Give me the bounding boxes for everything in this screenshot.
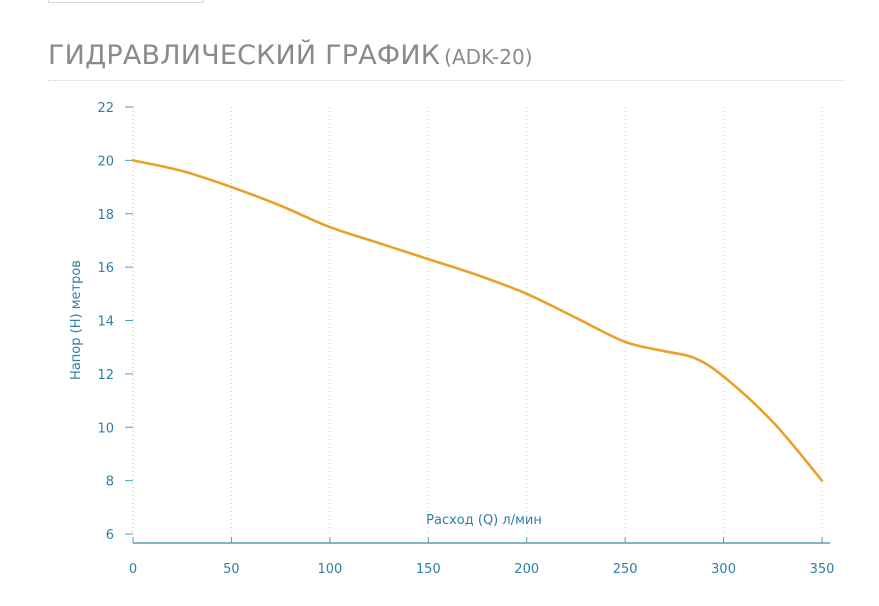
axes [132, 107, 830, 544]
x-tick-label-100: 100 [317, 562, 342, 577]
y-tick-label-16: 16 [97, 261, 114, 276]
y-tick-label-22: 22 [97, 101, 114, 116]
x-tick-label-50: 50 [223, 562, 240, 577]
chart-title-model: (ADK-20) [444, 45, 533, 69]
chart-title: ГИДРАВЛИЧЕСКИЙ ГРАФИК (ADK-20) [48, 34, 533, 72]
y-tick-label-14: 14 [97, 315, 114, 330]
x-tick-labels: 0 50 100 150 200 250 300 350 [129, 537, 835, 577]
x-tick-label-300: 300 [711, 562, 736, 577]
title-divider [48, 80, 844, 81]
grid-lines [230, 107, 823, 534]
top-tab-outline [48, 0, 204, 3]
x-tick-label-350: 350 [810, 562, 835, 577]
y-axis-label: Напор (H) метров [69, 260, 84, 380]
y-tick-labels: 6 8 10 12 14 16 18 20 22 [97, 101, 133, 543]
chart-title-main: ГИДРАВЛИЧЕСКИЙ ГРАФИК [48, 40, 441, 71]
series-layer [131, 159, 824, 482]
x-tick-label-0: 0 [129, 562, 137, 577]
series-line-0 [131, 159, 824, 482]
y-tick-label-8: 8 [106, 475, 114, 490]
x-tick-label-150: 150 [416, 562, 441, 577]
x-tick-label-200: 200 [514, 562, 539, 577]
y-tick-label-12: 12 [97, 368, 114, 383]
y-tick-label-6: 6 [106, 528, 114, 543]
x-tick-label-250: 250 [613, 562, 638, 577]
y-tick-label-20: 20 [97, 154, 114, 169]
y-tick-label-18: 18 [97, 208, 114, 223]
y-tick-label-10: 10 [97, 421, 114, 436]
x-axis-label: Расход (Q) л/мин [426, 513, 542, 528]
